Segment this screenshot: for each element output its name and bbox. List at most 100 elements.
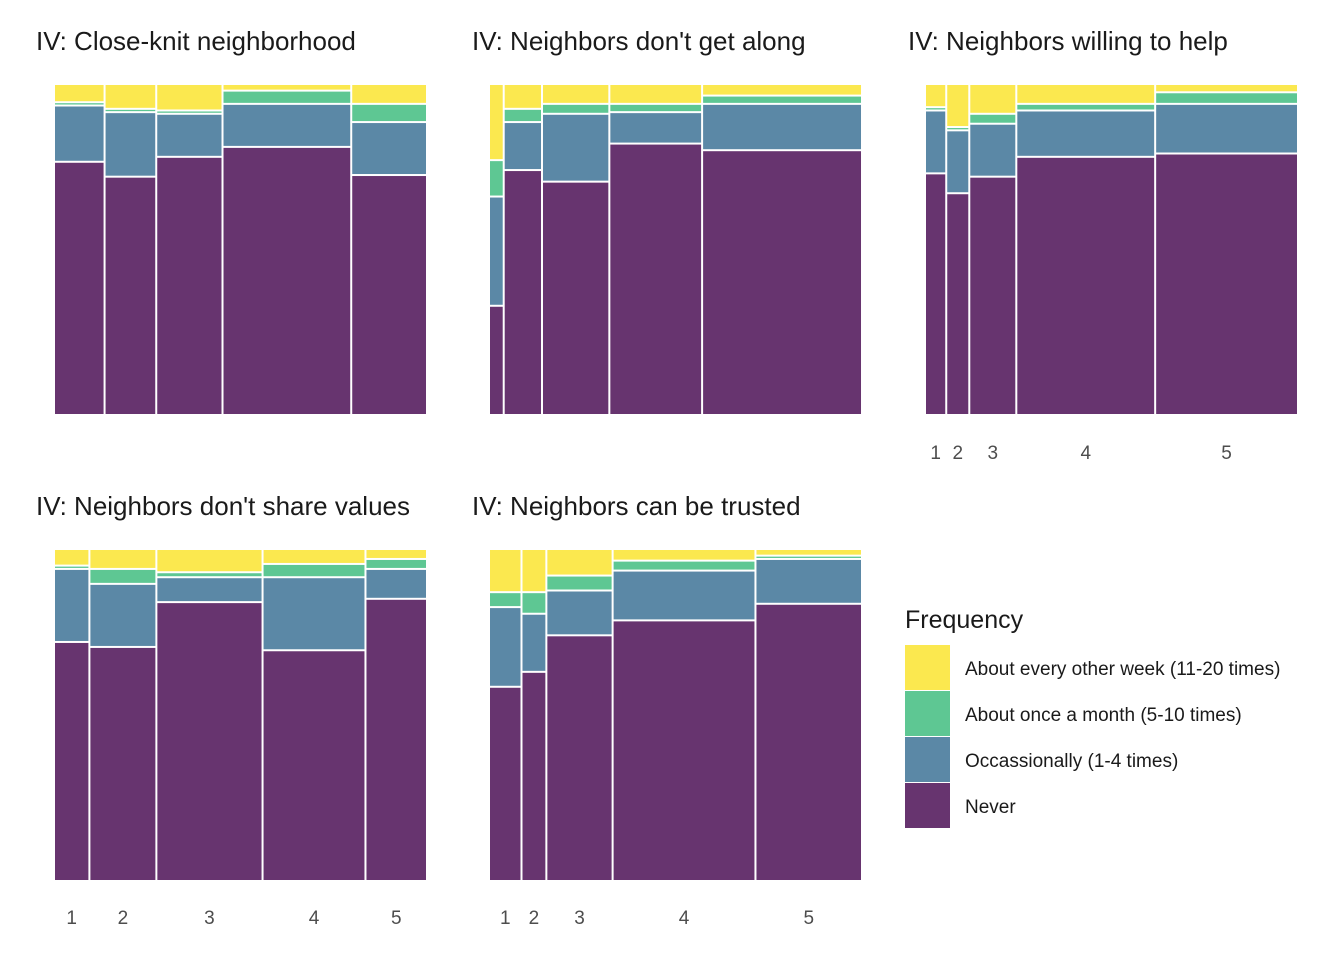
mosaic-tile-occassionally-1-4-times xyxy=(366,569,426,598)
column-5 xyxy=(366,550,426,880)
panel-1: IV: Close-knit neighborhood xyxy=(36,26,426,414)
panel-title: IV: Neighbors don't get along xyxy=(472,26,806,56)
mosaic-tile-never xyxy=(490,306,503,414)
mosaic-tile-about-every-other-week-11-20-times xyxy=(926,85,946,107)
mosaic-tile-occassionally-1-4-times xyxy=(522,614,546,671)
legend-item: About every other week (11-20 times) xyxy=(905,645,1280,690)
x-tick-label: 4 xyxy=(679,908,690,929)
legend-label: Never xyxy=(965,797,1016,818)
mosaic-tile-about-every-other-week-11-20-times xyxy=(90,550,156,568)
mosaic-tile-never xyxy=(926,174,946,414)
mosaic-tile-about-every-other-week-11-20-times xyxy=(223,85,351,90)
mosaic-tile-never xyxy=(522,672,546,880)
mosaic-tile-never xyxy=(157,603,262,880)
panel-5: IV: Neighbors can be trusted 1 2 3 4 5 xyxy=(472,491,861,929)
panel-4: IV: Neighbors don't share values 1 2 3 4 5 xyxy=(36,491,426,929)
mosaic-tile-never xyxy=(947,194,969,414)
panel-title: IV: Neighbors don't share values xyxy=(36,491,410,521)
legend: Frequency About every other week (11-20 t… xyxy=(905,606,1280,828)
legend-swatch xyxy=(905,691,950,736)
mosaic-tile-occassionally-1-4-times xyxy=(543,114,609,181)
mosaic-tile-never xyxy=(223,147,351,414)
mosaic-tile-occassionally-1-4-times xyxy=(157,114,222,156)
column-1 xyxy=(490,85,503,414)
mosaic-tile-occassionally-1-4-times xyxy=(352,123,426,175)
column-4 xyxy=(223,85,351,414)
mosaic-tile-occassionally-1-4-times xyxy=(263,578,365,650)
x-tick-label: 4 xyxy=(309,908,320,929)
mosaic-tile-about-once-a-month-5-10-times xyxy=(90,569,156,583)
mosaic-tile-occassionally-1-4-times xyxy=(55,106,104,161)
column-2 xyxy=(522,550,546,880)
legend-label: About once a month (5-10 times) xyxy=(965,705,1242,726)
mosaic-tile-occassionally-1-4-times xyxy=(756,559,861,603)
mosaic-tile-occassionally-1-4-times xyxy=(547,591,612,635)
column-4 xyxy=(1017,85,1155,414)
column-4 xyxy=(263,550,365,880)
mosaic-tile-about-once-a-month-5-10-times xyxy=(613,561,755,570)
mosaic-tile-about-every-other-week-11-20-times xyxy=(366,550,426,558)
column-3 xyxy=(157,85,222,414)
column-5 xyxy=(1156,85,1297,414)
mosaic-tile-about-every-other-week-11-20-times xyxy=(157,85,222,110)
panel-title: IV: Neighbors can be trusted xyxy=(472,491,801,521)
mosaic-tile-never xyxy=(90,647,156,880)
x-tick-label: 5 xyxy=(391,908,402,929)
mosaic-tile-never xyxy=(543,182,609,414)
mosaic-tile-about-once-a-month-5-10-times xyxy=(703,96,862,103)
mosaic-tile-about-every-other-week-11-20-times xyxy=(352,85,426,103)
mosaic-tile-about-every-other-week-11-20-times xyxy=(522,550,546,592)
mosaic-tile-occassionally-1-4-times xyxy=(157,578,262,602)
column-2 xyxy=(90,550,156,880)
x-tick-label: 2 xyxy=(952,443,963,464)
mosaic-tile-about-every-other-week-11-20-times xyxy=(157,550,262,572)
mosaic-tile-about-once-a-month-5-10-times xyxy=(157,111,222,113)
legend-item: About once a month (5-10 times) xyxy=(905,691,1242,736)
mosaic-tile-about-once-a-month-5-10-times xyxy=(105,109,156,112)
mosaic-tile-never xyxy=(490,687,521,880)
mosaic-tile-about-once-a-month-5-10-times xyxy=(1156,93,1297,103)
column-4 xyxy=(613,550,755,880)
mosaic-tile-never xyxy=(55,642,89,880)
mosaic-tile-about-once-a-month-5-10-times xyxy=(926,108,946,110)
x-tick-label: 3 xyxy=(574,908,585,929)
mosaic-tile-about-once-a-month-5-10-times xyxy=(366,559,426,568)
mosaic-tile-never xyxy=(610,144,702,414)
mosaic-tile-about-once-a-month-5-10-times xyxy=(490,593,521,607)
legend-item: Never xyxy=(905,783,1016,828)
mosaic-tile-about-once-a-month-5-10-times xyxy=(610,104,702,112)
mosaic-tile-never xyxy=(366,599,426,880)
mosaic-tile-occassionally-1-4-times xyxy=(947,131,969,193)
mosaic-tile-occassionally-1-4-times xyxy=(703,104,862,150)
legend-item: Occassionally (1-4 times) xyxy=(905,737,1178,782)
panel-2: IV: Neighbors don't get along xyxy=(472,26,862,414)
panel-3: IV: Neighbors willing to help 1 2 3 4 5 xyxy=(908,26,1297,464)
mosaic-tile-never xyxy=(157,157,222,414)
mosaic-tile-about-every-other-week-11-20-times xyxy=(490,550,521,592)
mosaic-tile-about-every-other-week-11-20-times xyxy=(543,85,609,103)
mosaic-tile-never xyxy=(263,651,365,880)
column-5 xyxy=(756,550,861,880)
column-3 xyxy=(547,550,612,880)
mosaic-tile-about-once-a-month-5-10-times xyxy=(263,564,365,577)
mosaic-tile-about-every-other-week-11-20-times xyxy=(55,85,104,102)
mosaic-tile-occassionally-1-4-times xyxy=(926,111,946,173)
mosaic-tile-never xyxy=(703,151,862,414)
x-tick-label: 2 xyxy=(118,908,129,929)
mosaic-tile-never xyxy=(547,636,612,880)
column-5 xyxy=(352,85,426,414)
x-tick-label: 1 xyxy=(66,908,77,929)
mosaic-tile-about-once-a-month-5-10-times xyxy=(1017,104,1155,110)
mosaic-tile-occassionally-1-4-times xyxy=(613,571,755,620)
panels: IV: Close-knit neighborhood IV: Neighbors… xyxy=(36,26,1297,929)
mosaic-tile-about-every-other-week-11-20-times xyxy=(947,85,969,127)
mosaic-tile-about-every-other-week-11-20-times xyxy=(703,85,862,95)
legend-swatch xyxy=(905,783,950,828)
mosaic-tile-occassionally-1-4-times xyxy=(1156,104,1297,153)
mosaic-tile-never xyxy=(352,176,426,414)
column-2 xyxy=(947,85,969,414)
mosaic-tile-never xyxy=(1017,157,1155,414)
mosaic-tile-about-once-a-month-5-10-times xyxy=(55,566,89,568)
x-tick-label: 4 xyxy=(1080,443,1091,464)
